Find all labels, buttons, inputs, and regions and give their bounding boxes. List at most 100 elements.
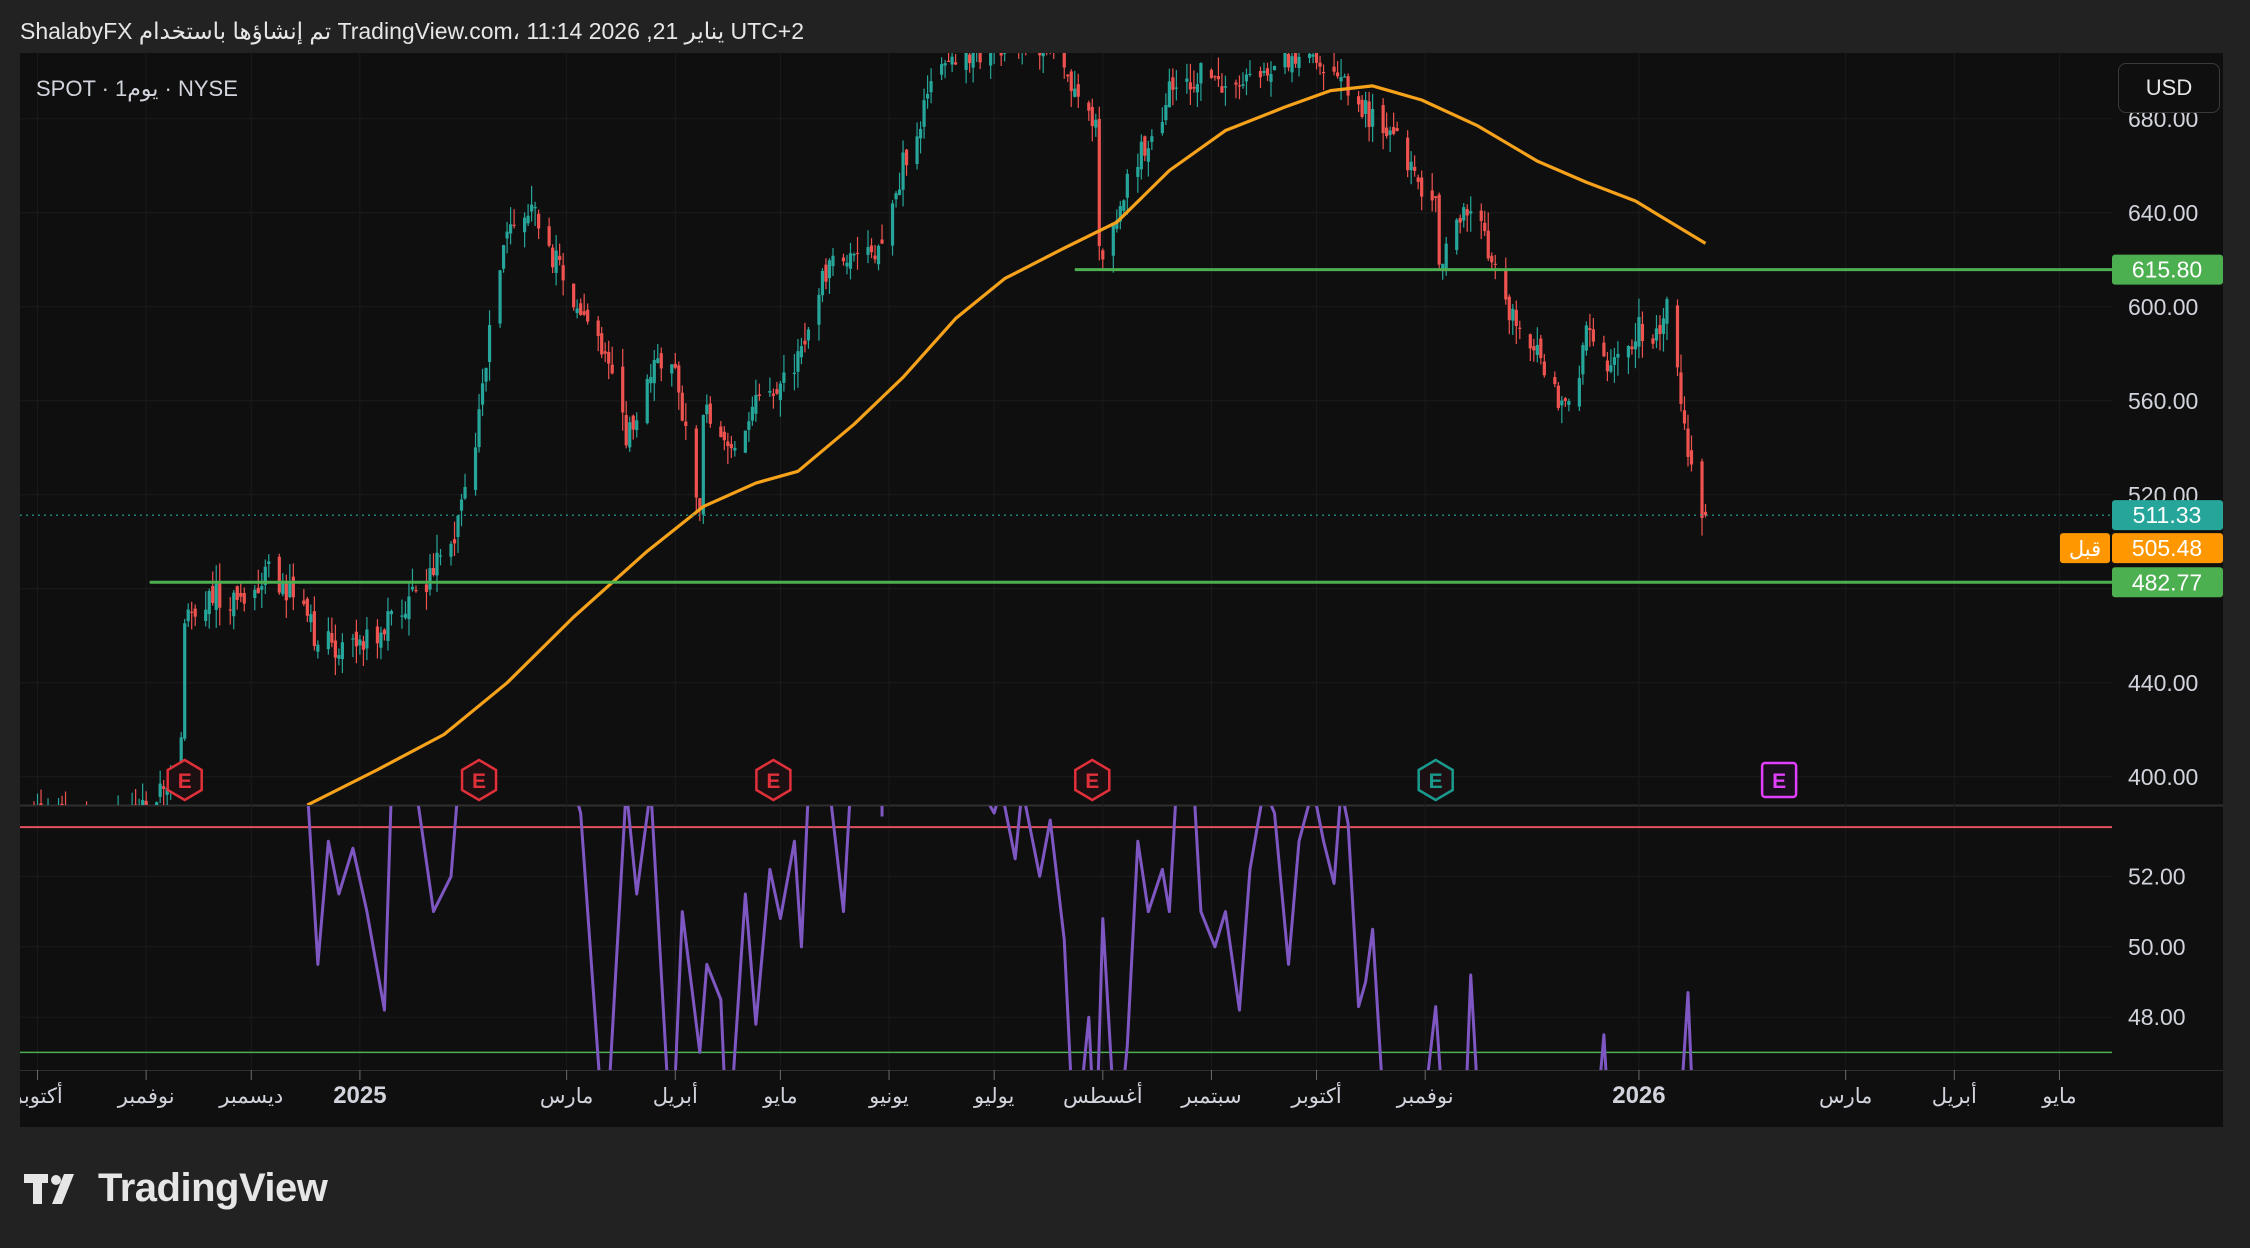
candle-body	[1602, 342, 1606, 357]
candle-body	[1171, 77, 1175, 90]
candle-body	[1164, 105, 1168, 121]
candle-body	[256, 587, 260, 594]
candle-body	[1616, 353, 1620, 358]
earnings-marker-letter: E	[178, 770, 192, 793]
horizontal-lines[interactable]	[20, 268, 2112, 584]
candle-body	[796, 351, 800, 372]
candle-body	[1258, 70, 1263, 78]
candle-body	[228, 609, 232, 611]
x-tick-label: مارس	[540, 1085, 593, 1108]
x-tick-label: ديسمبر	[218, 1085, 283, 1108]
candle-body	[940, 64, 944, 75]
candle-body	[46, 814, 49, 817]
candle-body	[291, 576, 295, 598]
earnings-marker[interactable]	[166, 758, 203, 802]
candle-body	[1188, 82, 1192, 90]
candle-body	[211, 586, 215, 603]
currency-button[interactable]: USD	[2118, 63, 2220, 113]
candle-body	[501, 245, 506, 269]
candle-body	[600, 333, 604, 355]
candle-body	[1679, 372, 1683, 404]
candle-body	[554, 250, 558, 273]
candle-body	[165, 787, 169, 795]
candle-body	[288, 582, 292, 598]
candle-body	[309, 614, 313, 623]
candle-body	[1003, 53, 1007, 54]
earnings-marker[interactable]	[1760, 761, 1798, 799]
earnings-marker[interactable]	[460, 758, 498, 802]
chart-canvas[interactable]: أكتوبر نوفمبر ديسمبر 2025 مارس أبريل مايو يونيو…	[20, 53, 2223, 1127]
candle-body	[978, 53, 982, 63]
moving-average-series	[306, 84, 1707, 805]
candle-body	[1041, 53, 1045, 57]
chart-frame[interactable]: أكتوبر نوفمبر ديسمبر 2025 مارس أبريل مايو يونيو…	[20, 53, 2223, 1127]
candle-body	[1143, 136, 1147, 156]
earnings-marker[interactable]	[1417, 758, 1454, 802]
candle-body	[277, 556, 281, 593]
candle-body	[480, 383, 485, 405]
candle-body	[330, 633, 334, 643]
candle-body	[337, 655, 341, 659]
candle-body	[792, 372, 797, 375]
candle-body	[1360, 99, 1364, 117]
x-tick-label: 2025	[333, 1082, 386, 1109]
candle-body	[117, 808, 120, 829]
candle-body	[1195, 84, 1200, 93]
candle-body	[624, 414, 628, 446]
candle-body	[1539, 338, 1543, 359]
candle-body	[1605, 360, 1609, 372]
candle-body	[866, 247, 870, 255]
earnings-marker[interactable]	[1074, 758, 1111, 802]
candle-body	[1700, 461, 1704, 519]
candle-body	[1335, 72, 1340, 77]
candle-body	[1090, 106, 1094, 127]
candle-body	[922, 100, 926, 127]
price-badge-tag-bg	[2060, 533, 2110, 564]
candle-body	[558, 255, 562, 260]
candle-body	[684, 421, 688, 427]
candle-body	[459, 499, 464, 511]
candle-body	[1479, 210, 1483, 221]
candle-body	[1174, 87, 1178, 89]
candle-body	[138, 812, 141, 814]
candle-body	[1588, 328, 1592, 331]
candle-body	[999, 53, 1003, 56]
candle-body	[242, 593, 246, 604]
candle-body	[1455, 219, 1459, 250]
earnings-marker[interactable]	[755, 758, 792, 802]
candle-body	[81, 811, 84, 813]
candle-body	[351, 638, 355, 640]
candle-body	[1318, 62, 1322, 67]
candle-body	[375, 626, 380, 644]
osc-tick-label: 48.00	[2128, 1004, 2186, 1030]
candle-body	[1686, 428, 1690, 457]
candle-body	[498, 270, 502, 324]
x-tick-label: نوفمبر	[1396, 1085, 1454, 1108]
candle-body	[1311, 54, 1315, 57]
candle-body	[389, 611, 394, 615]
candle-body	[1307, 53, 1312, 58]
earnings-marker-letter: E	[472, 770, 486, 793]
candle-body	[1406, 137, 1410, 171]
candle-body	[964, 53, 968, 70]
candle-body	[1465, 209, 1469, 216]
candle-body	[1213, 76, 1217, 78]
moving-average-line	[306, 84, 1707, 805]
candle-body	[799, 346, 804, 358]
candle-body	[537, 213, 541, 229]
candle-body	[193, 608, 197, 617]
candle-body	[1160, 122, 1164, 134]
candle-body	[155, 802, 159, 805]
candle-body	[1283, 53, 1287, 68]
candle-body	[968, 54, 972, 64]
candle-body	[551, 247, 555, 268]
candle-body	[1209, 69, 1214, 78]
candle-body	[1087, 102, 1091, 111]
candle-body	[484, 367, 488, 382]
candle-body	[656, 358, 660, 363]
candle-body	[971, 53, 975, 68]
candle-body	[71, 816, 74, 833]
candle-body	[1493, 263, 1497, 265]
candle-body	[1441, 263, 1445, 269]
